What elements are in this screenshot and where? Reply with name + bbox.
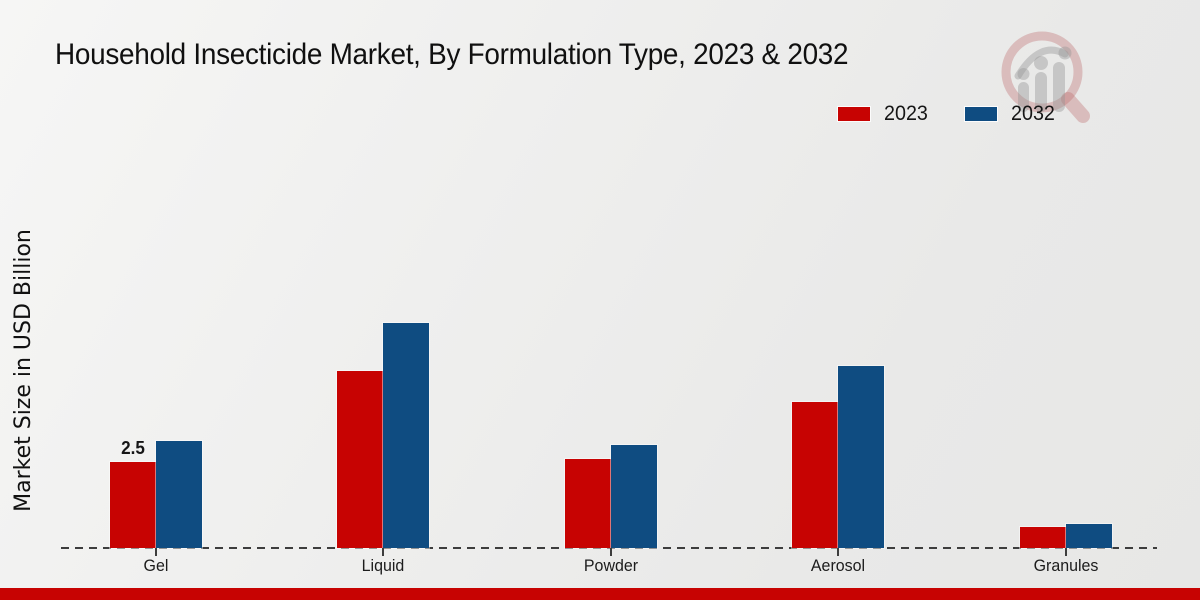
bar-2032-granules [1065,523,1112,548]
x-axis-tick-powder [609,548,612,556]
chart-title: Household Insecticide Market, By Formula… [55,38,849,71]
legend-item-2032: 2032 [964,102,1058,126]
x-axis-tick-aerosol [837,548,839,556]
bar-2023-powder [564,458,611,548]
x-axis-label-granules: Granules [1033,556,1098,575]
x-axis-label-aerosol: Aerosol [810,556,866,575]
footer-accent-strip [0,588,1200,600]
legend-swatch-2023 [838,107,870,121]
bar-value-label-gel-2023: 2.5 [120,438,145,458]
x-axis-label-gel: Gel [143,556,168,575]
bar-growth-icon [1014,46,1072,112]
magnifier-icon [1001,31,1090,123]
legend-item-2023: 2023 [838,102,931,126]
x-axis-baseline [61,547,1157,549]
bar-2032-aerosol [838,365,884,548]
x-axis-tick-granules [1064,548,1067,556]
legend-label-2032: 2032 [1010,102,1055,125]
bar-2032-gel [155,441,202,548]
bar-2032-powder [610,444,657,548]
market-research-future-logo-watermark [1001,31,1090,123]
x-axis-tick-liquid [382,548,384,556]
x-axis-label-liquid: Liquid [361,556,405,575]
legend-label-2023: 2023 [884,102,928,125]
legend: 2023 2032 [838,100,1057,128]
x-axis-label-powder: Powder [583,556,638,575]
bar-2023-gel [109,462,156,548]
bar-2023-aerosol [792,401,838,548]
legend-swatch-2032 [964,107,997,121]
x-axis-tick-gel [154,548,157,556]
bar-2032-liquid [383,322,429,548]
bar-2023-liquid [337,370,383,548]
bar-2023-granules [1019,527,1066,548]
